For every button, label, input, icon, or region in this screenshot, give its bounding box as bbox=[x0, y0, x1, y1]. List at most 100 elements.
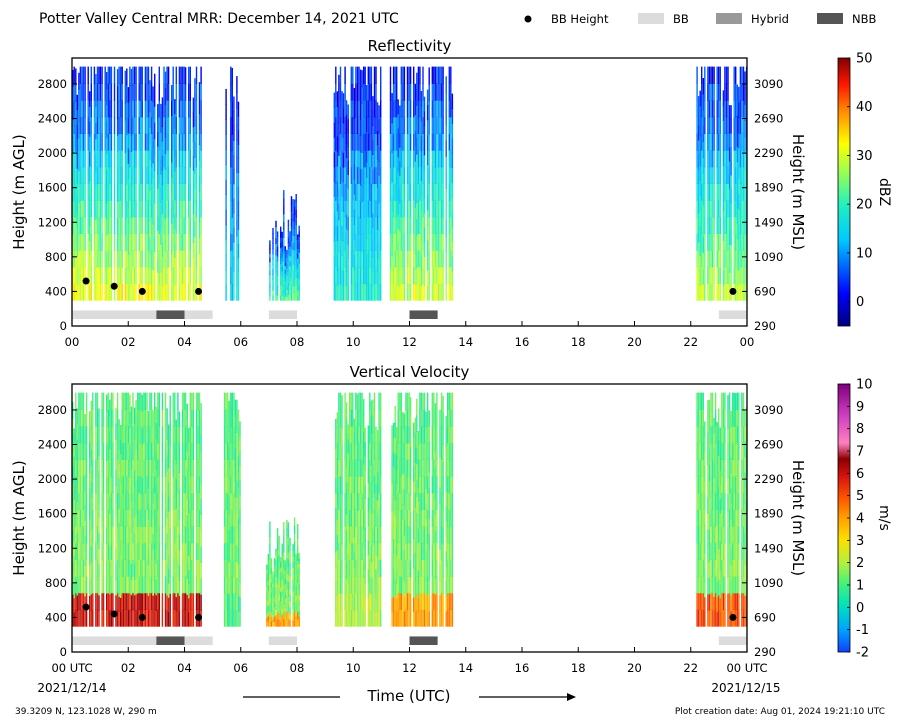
heatmap-cell bbox=[192, 592, 195, 610]
heatmap-cell bbox=[234, 512, 237, 530]
heatmap-cell bbox=[402, 150, 404, 168]
heatmap-cell bbox=[230, 459, 232, 477]
heatmap-cell bbox=[239, 509, 241, 525]
heatmap-cell bbox=[408, 609, 410, 627]
heatmap-cell bbox=[118, 611, 120, 627]
heatmap-cell bbox=[127, 426, 130, 444]
heatmap-cell bbox=[167, 467, 170, 483]
heatmap-cell bbox=[272, 582, 274, 588]
heatmap-cell bbox=[95, 154, 97, 172]
heatmap-cell bbox=[191, 476, 193, 494]
heatmap-cell bbox=[338, 426, 340, 444]
heatmap-cell bbox=[364, 83, 366, 101]
heatmap-cell bbox=[281, 236, 283, 243]
heatmap-cell bbox=[440, 283, 443, 301]
heatmap-cell bbox=[422, 492, 424, 511]
heatmap-cell bbox=[297, 553, 299, 561]
heatmap-cell bbox=[175, 611, 177, 627]
heatmap-cell bbox=[189, 492, 191, 510]
heatmap-cell bbox=[425, 488, 427, 505]
heatmap-cell bbox=[422, 133, 424, 151]
heatmap-cell bbox=[367, 482, 369, 498]
heatmap-cell bbox=[99, 283, 102, 301]
heatmap-cell bbox=[370, 216, 373, 234]
heatmap-cell bbox=[292, 596, 294, 604]
heatmap-cell bbox=[230, 166, 232, 184]
heatmap-cell bbox=[280, 557, 282, 563]
heatmap-cell bbox=[120, 453, 122, 469]
heatmap-cell bbox=[333, 255, 335, 271]
heatmap-cell bbox=[423, 576, 426, 594]
heatmap-cell bbox=[406, 576, 409, 594]
heatmap-cell bbox=[409, 166, 412, 184]
heatmap-cell bbox=[107, 509, 109, 527]
heatmap-cell bbox=[90, 513, 92, 531]
heatmap-cell bbox=[711, 216, 714, 234]
heatmap-cell bbox=[341, 477, 343, 495]
heatmap-cell bbox=[366, 131, 368, 148]
heatmap-cell bbox=[98, 517, 100, 534]
heatmap-cell bbox=[96, 442, 99, 460]
heatmap-cell bbox=[130, 406, 133, 423]
heatmap-cell bbox=[233, 509, 235, 527]
heatmap-cell bbox=[166, 439, 168, 456]
heatmap-cell bbox=[724, 200, 726, 218]
heatmap-cell bbox=[359, 151, 362, 169]
heatmap-cell bbox=[699, 195, 701, 211]
heatmap-cell bbox=[177, 409, 179, 427]
heatmap-cell bbox=[352, 409, 354, 427]
heatmap-cell bbox=[236, 140, 238, 157]
heatmap-cell bbox=[225, 409, 227, 427]
heatmap-cell bbox=[172, 576, 174, 594]
heatmap-cell bbox=[155, 563, 157, 580]
heatmap-cell bbox=[396, 555, 398, 570]
heatmap-cell bbox=[135, 593, 137, 611]
heatmap-cell bbox=[200, 530, 202, 547]
heatmap-cell bbox=[195, 216, 198, 234]
heatmap-cell bbox=[339, 83, 342, 101]
heatmap-cell bbox=[359, 118, 362, 136]
heatmap-cell bbox=[397, 271, 399, 287]
heatmap-cell bbox=[380, 592, 382, 610]
heatmap-cell bbox=[403, 459, 406, 475]
heatmap-cell bbox=[416, 609, 418, 627]
heatmap-cell bbox=[696, 100, 698, 118]
heatmap-cell bbox=[434, 514, 437, 532]
heatmap-cell bbox=[280, 571, 282, 578]
heatmap-cell bbox=[106, 267, 108, 285]
heatmap-cell bbox=[169, 428, 171, 446]
heatmap-cell bbox=[380, 609, 382, 627]
heatmap-cell bbox=[363, 200, 365, 218]
heatmap-cell bbox=[130, 579, 133, 596]
heatmap-cell bbox=[174, 492, 176, 510]
heatmap-cell bbox=[76, 454, 78, 472]
heatmap-cell bbox=[200, 133, 202, 151]
heatmap-cell bbox=[345, 418, 348, 435]
heatmap-cell bbox=[275, 271, 277, 278]
heatmap-cell bbox=[106, 234, 108, 252]
heatmap-cell bbox=[186, 578, 188, 595]
heatmap-cell bbox=[174, 156, 176, 172]
heatmap-cell bbox=[699, 105, 701, 122]
heatmap-cell bbox=[724, 100, 726, 118]
heatmap-cell bbox=[284, 621, 286, 627]
heatmap-cell bbox=[116, 217, 119, 235]
heatmap-cell bbox=[237, 115, 240, 131]
heatmap-cell bbox=[361, 476, 363, 494]
heatmap-cell bbox=[286, 271, 288, 276]
heatmap-cell bbox=[278, 535, 280, 543]
heatmap-cell bbox=[350, 183, 352, 201]
heatmap-cell bbox=[78, 137, 80, 155]
heatmap-cell bbox=[708, 266, 711, 284]
heatmap-cell bbox=[275, 277, 277, 284]
heatmap-cell bbox=[76, 197, 78, 213]
heatmap-cell bbox=[402, 442, 404, 459]
heatmap-cell bbox=[198, 542, 201, 560]
heatmap-cell bbox=[286, 249, 288, 254]
heatmap-cell bbox=[89, 441, 91, 458]
heatmap-cell bbox=[276, 528, 279, 536]
heatmap-cell bbox=[292, 292, 294, 301]
heatmap-cell bbox=[439, 283, 441, 301]
heatmap-cell bbox=[237, 285, 240, 301]
heatmap-cell bbox=[394, 563, 396, 580]
